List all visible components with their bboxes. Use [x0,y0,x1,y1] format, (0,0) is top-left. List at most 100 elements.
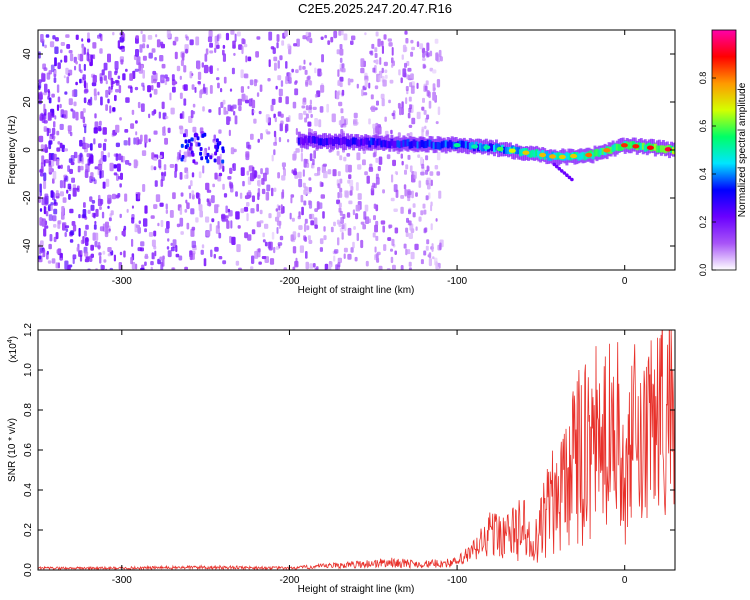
spectrogram-cell [76,247,80,252]
spectrogram-cell [338,120,342,126]
spectrogram-cell [375,253,379,259]
spectrogram-cell [48,204,52,211]
spectrogram-cell [179,92,183,99]
ridge-core [595,148,599,156]
spectrogram-cell [309,263,314,269]
spectrogram-cell [243,206,249,212]
spectrogram-cell [275,208,279,212]
spectrogram-cell [153,109,157,115]
spectrogram-cell [119,36,124,43]
spectrogram-cell [276,227,279,234]
spectrogram-cell [41,72,44,79]
spectrogram-cell [407,67,412,72]
ridge-core [529,150,533,158]
spectrogram-cell [307,235,311,241]
spectrogram-cell [422,63,426,69]
spectrogram-cell [316,201,320,210]
spectrogram-cell [368,218,371,224]
spectrogram-cell [258,110,262,115]
spectrogram-cell [412,212,416,218]
spectrogram-cell [199,151,203,156]
spectrogram-cell [142,85,145,91]
spectrogram-cell [180,59,184,67]
spectrogram-cell [153,130,158,135]
spectrogram-cell [281,175,286,181]
ridge-core [490,144,494,152]
ridge-core [354,137,358,145]
spectrogram-cell [294,88,299,96]
spectrogram-cell [336,219,340,225]
spectrogram-cell [352,241,355,249]
spectrogram-cell [66,189,69,194]
spectrogram-cell [229,235,232,244]
spectrogram-cell [302,66,306,70]
ridge-core [430,141,434,149]
spectrogram-cell [115,89,120,93]
spectrogram-cell [337,183,341,189]
spectrogram-cell [295,128,298,136]
ridge-core [410,141,414,149]
spectrogram-cell [97,34,102,39]
spectrogram-cell [253,170,257,178]
spectrogram-cell [75,34,79,40]
spectrogram-cell [271,154,274,162]
spectrogram-cell [159,55,164,62]
spectrogram-cell [216,34,220,42]
spectrogram-cell [45,34,50,38]
spectrogram-cell [384,74,388,79]
spectrogram-cell [174,163,178,172]
spectrogram-cell [172,40,177,46]
spectrogram-cell [386,154,391,160]
ridge-core [388,141,392,149]
spectrogram-cell [273,56,278,62]
spectrogram-cell [67,125,72,132]
spectrogram-cell [346,212,351,218]
spectrogram-cell [135,224,140,228]
spectrogram-cell [180,143,184,148]
ridge-core [382,139,386,147]
spectrogram-cell [62,222,67,231]
spectrogram-cell [339,187,343,193]
spectrogram-cell [117,75,121,80]
spectrogram-cell [305,80,309,85]
ridge-core [661,145,665,153]
spectrogram-cell [114,70,118,76]
spectrogram-cell [38,255,42,260]
spectrogram-cell [201,62,204,68]
spectrogram-cell [393,184,398,193]
spectrogram-cell [128,137,131,146]
spectrogram-cell [157,222,160,227]
spectrogram-cell [387,38,392,42]
spectrogram-cell [278,137,282,143]
spectrogram-cell [221,159,225,164]
spectrogram-cell [291,217,295,222]
spectrogram-cell [318,119,322,128]
spectrogram-cell [190,208,195,215]
ridge-core [617,144,621,152]
spectrogram-cell [328,264,332,270]
spectrogram-cell [300,194,304,203]
spectrogram-cell [360,221,365,225]
spectrogram-cell [185,199,188,204]
spectrogram-cell [115,142,120,148]
ridge-core [346,139,350,147]
spectrogram-cell [86,153,91,158]
spectrogram-cell [305,105,309,111]
ridge-core [380,140,384,148]
spectrogram-cell [214,172,218,180]
spectrogram-cell [235,260,240,266]
ridge-core [438,142,442,150]
spectrogram-cell [340,129,344,134]
spectrogram-cell [428,91,431,99]
spectrogram-cell [419,43,424,50]
spectrogram-cell [198,198,201,205]
spectrogram-cell [353,226,356,230]
spectrogram-cell [267,241,271,249]
spectrogram-cell [189,71,193,79]
spectrogram-cell [249,79,254,86]
spectrogram-cell [313,150,316,159]
ridge-core [557,152,561,160]
spectrogram-cell [245,151,250,158]
spectrogram-cell [337,69,340,77]
ridge-tail [552,162,557,167]
